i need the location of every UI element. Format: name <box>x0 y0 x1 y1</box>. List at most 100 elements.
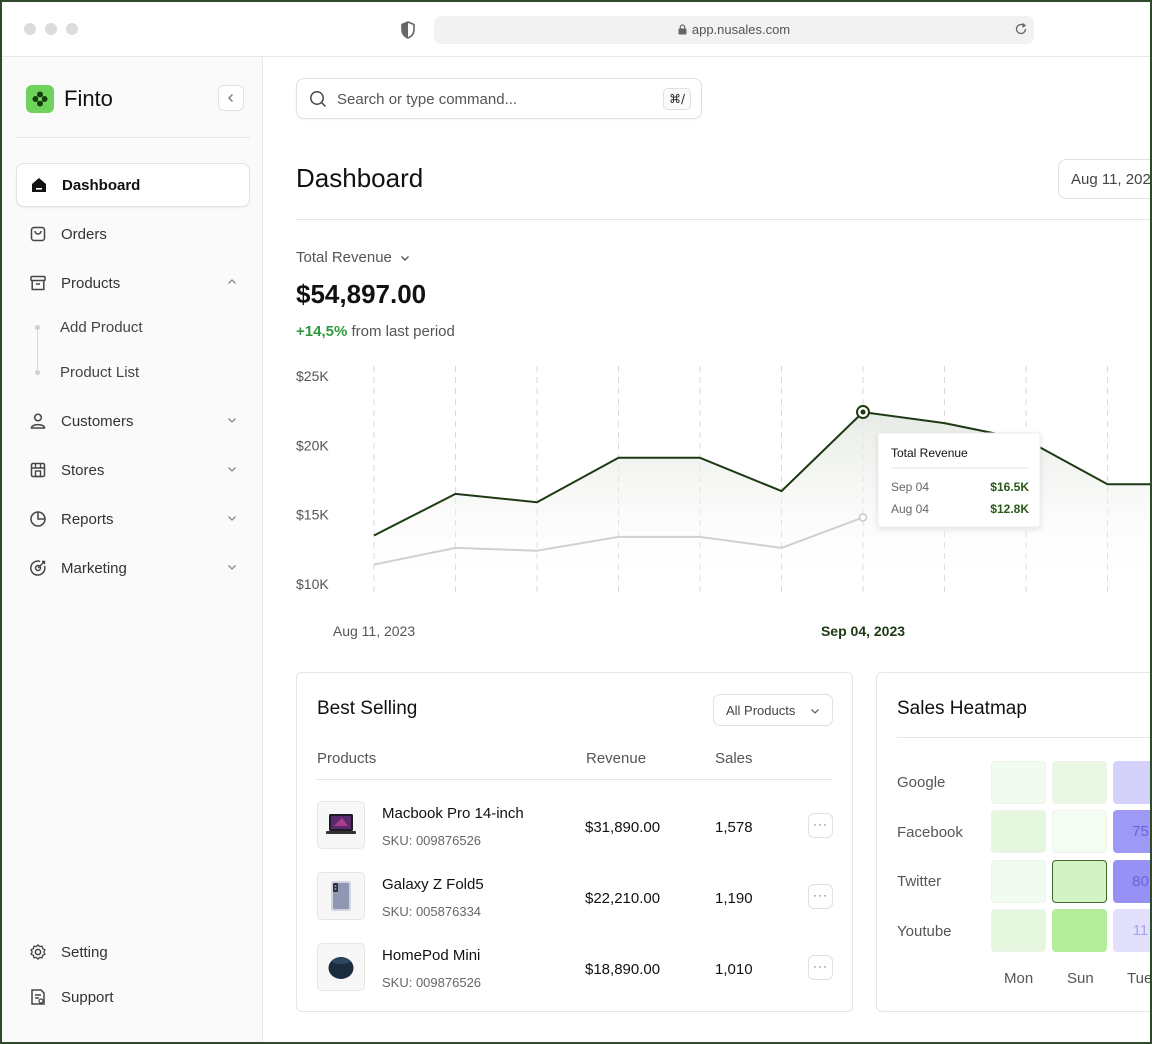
revenue-chart[interactable]: $25K $20K $15K $10K Aug 11, 2023 Sep 04, 2023… <box>264 357 1152 657</box>
sidebar-subitem-add-product[interactable]: Add Product <box>60 319 143 336</box>
sidebar-item-label: Reports <box>61 510 114 528</box>
product-sku: SKU: 005876334 <box>382 904 482 919</box>
sidebar-item-setting[interactable]: Setting <box>16 930 250 974</box>
heatmap-cell[interactable] <box>991 810 1046 853</box>
y-tick-label: $15K <box>296 507 329 523</box>
best-selling-card: Best Selling All Products Products Reven… <box>296 672 853 1012</box>
chevron-up-icon <box>228 279 236 284</box>
tooltip-row-label: Sep 04 <box>891 480 929 494</box>
heatmap-day-label: Mon <box>1004 970 1034 987</box>
product-sales: 1,010 <box>715 961 753 978</box>
window-minimize-dot[interactable] <box>45 23 57 35</box>
shield-icon[interactable] <box>400 21 416 39</box>
product-revenue: $18,890.00 <box>585 961 661 978</box>
search-icon <box>310 91 327 108</box>
revenue-change: +14,5% from last period <box>296 323 455 340</box>
sales-heatmap-title: Sales Heatmap <box>897 698 1027 719</box>
sidebar-item-reports[interactable]: Reports <box>16 497 250 541</box>
sidebar-item-dashboard[interactable]: Dashboard <box>16 163 250 207</box>
heatmap-cell[interactable] <box>991 909 1046 952</box>
main-content: ⌘/ Dashboard Aug 11, 2023 Total Revenue … <box>264 57 1150 1042</box>
sidebar-item-orders[interactable]: Orders <box>16 212 250 256</box>
row-more-button[interactable]: ··· <box>808 884 833 909</box>
row-more-button[interactable]: ··· <box>808 813 833 838</box>
window-close-dot[interactable] <box>24 23 36 35</box>
table-row[interactable]: Galaxy Z Fold5 SKU: 005876334 $22,210.00… <box>317 866 833 926</box>
submenu-bullet <box>35 325 40 330</box>
product-filter-select[interactable]: All Products <box>713 694 833 726</box>
sidebar-item-label: Stores <box>61 461 105 479</box>
chevron-down-icon <box>400 255 409 261</box>
sales-heatmap-card: Sales Heatmap Google Facebook Twitter Yo… <box>876 672 1150 1012</box>
chevron-down-icon <box>811 709 819 714</box>
heatmap-cell[interactable] <box>1113 761 1150 804</box>
date-picker-button[interactable]: Aug 11, 2023 <box>1058 159 1150 199</box>
column-header-revenue[interactable]: Revenue <box>586 750 647 767</box>
sidebar-item-support[interactable]: Support <box>16 975 250 1019</box>
x-axis-label: Sep 04, 2023 <box>821 623 905 639</box>
heatmap-cell[interactable] <box>1052 860 1107 903</box>
user-icon <box>28 411 48 431</box>
sidebar-item-label: Setting <box>61 943 108 961</box>
heatmap-cell[interactable] <box>1113 860 1150 903</box>
sidebar-item-label: Orders <box>61 225 107 243</box>
sidebar-subitem-product-list[interactable]: Product List <box>60 364 140 381</box>
tooltip-row-value: $16.5K <box>990 480 1029 494</box>
shopping-bag-icon <box>28 224 48 244</box>
lock-icon <box>678 24 687 35</box>
pie-chart-icon <box>28 509 48 529</box>
heatmap-row-label: Youtube <box>897 923 952 940</box>
heatmap-cell[interactable] <box>1052 810 1107 853</box>
y-tick-label: $10K <box>296 576 329 592</box>
heatmap-cell[interactable] <box>1052 761 1107 804</box>
product-sku: SKU: 009876526 <box>382 833 482 848</box>
revenue-metric-select[interactable]: Total Revenue <box>296 249 410 266</box>
heatmap-cell[interactable] <box>1113 810 1150 853</box>
reload-icon[interactable] <box>1014 22 1028 36</box>
revenue-change-suffix: from last period <box>351 323 455 340</box>
revenue-total: $54,897.00 <box>296 279 427 309</box>
sidebar-item-products[interactable]: Products <box>16 261 250 305</box>
product-thumbnail-laptop <box>317 801 365 849</box>
table-row[interactable]: HomePod Mini SKU: 009876526 $18,890.00 1… <box>317 937 833 997</box>
window-maximize-dot[interactable] <box>66 23 78 35</box>
chevron-left-icon <box>228 94 233 102</box>
table-row[interactable]: Macbook Pro 14-inch SKU: 009876526 $31,8… <box>317 795 833 855</box>
y-tick-label: $20K <box>296 437 329 453</box>
search-box[interactable]: ⌘/ <box>296 78 702 119</box>
best-selling-title: Best Selling <box>317 698 418 719</box>
column-header-products[interactable]: Products <box>317 750 377 767</box>
address-bar[interactable]: app.nusales.com <box>434 16 1034 44</box>
archive-box-icon <box>28 273 48 293</box>
heatmap-cell[interactable] <box>991 761 1046 804</box>
heatmap-cell[interactable] <box>991 860 1046 903</box>
revenue-change-value: +14,5% <box>296 323 348 340</box>
row-more-button[interactable]: ··· <box>808 955 833 980</box>
revenue-point-center <box>860 409 866 415</box>
heatmap-cell[interactable] <box>1052 909 1107 952</box>
sidebar-item-marketing[interactable]: Marketing <box>16 546 250 590</box>
url-text: app.nusales.com <box>691 22 791 37</box>
heatmap-cell[interactable] <box>1113 909 1150 952</box>
sidebar-item-customers[interactable]: Customers <box>16 399 250 443</box>
phone-icon <box>331 881 351 911</box>
heatmap-row-label: Twitter <box>897 873 942 890</box>
chart-tooltip: Total Revenue Sep 04 $16.5K Aug 04 $12.8… <box>877 432 1041 528</box>
column-header-sales[interactable]: Sales <box>715 750 753 767</box>
document-help-icon <box>28 987 48 1007</box>
chevron-down-icon <box>228 516 236 521</box>
brand[interactable]: Finto <box>26 85 113 113</box>
search-input[interactable] <box>337 88 637 110</box>
x-axis-label: Aug 11, 2023 <box>333 623 415 639</box>
sidebar-item-label: Support <box>61 988 114 1006</box>
product-name: Macbook Pro 14-inch <box>382 805 524 822</box>
heatmap-row-label: Facebook <box>897 824 963 841</box>
sidebar-item-stores[interactable]: Stores <box>16 448 250 492</box>
collapse-sidebar-button[interactable] <box>218 85 244 111</box>
target-icon <box>28 558 48 578</box>
product-thumbnail-phone <box>317 872 365 920</box>
sidebar-item-label: Customers <box>61 412 134 430</box>
revenue-line <box>373 411 1150 537</box>
laptop-icon <box>326 814 356 834</box>
